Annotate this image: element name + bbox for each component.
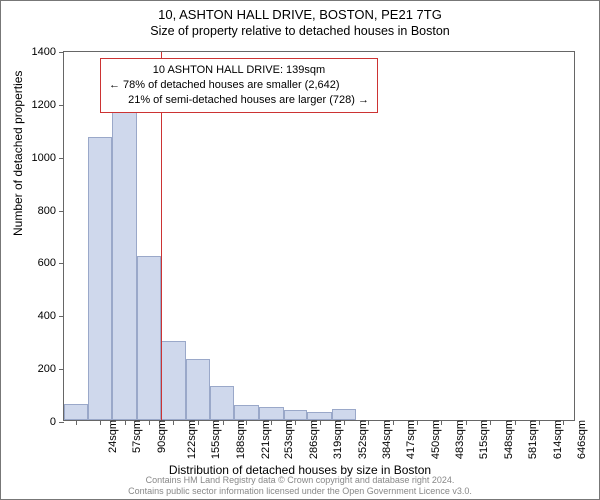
y-tick-label: 1000 [16, 152, 56, 164]
y-tick-mark [59, 369, 64, 370]
x-tick-label: 188sqm [235, 420, 247, 459]
histogram-bar [284, 410, 308, 420]
footer-line2: Contains public sector information licen… [1, 486, 599, 497]
x-tick-mark [539, 420, 540, 425]
x-tick-mark [100, 420, 101, 425]
y-tick-mark [59, 158, 64, 159]
y-tick-mark [59, 422, 64, 423]
y-tick-label: 1400 [16, 46, 56, 58]
x-tick-mark [246, 420, 247, 425]
x-tick-mark [223, 420, 224, 425]
x-tick-label: 286sqm [308, 420, 320, 459]
annotation-line: ← 78% of detached houses are smaller (2,… [109, 78, 369, 93]
x-tick-label: 24sqm [107, 420, 119, 453]
x-tick-mark [368, 420, 369, 425]
x-tick-mark [173, 420, 174, 425]
footer-line1: Contains HM Land Registry data © Crown c… [1, 475, 599, 486]
x-tick-label: 548sqm [503, 420, 515, 459]
x-tick-label: 483sqm [455, 420, 467, 459]
y-tick-label: 0 [16, 416, 56, 428]
x-tick-mark [515, 420, 516, 425]
histogram-bar [234, 405, 259, 420]
footer-attribution: Contains HM Land Registry data © Crown c… [1, 475, 599, 497]
x-tick-label: 646sqm [576, 420, 588, 459]
chart-title-line2: Size of property relative to detached ho… [1, 22, 599, 38]
x-tick-mark [271, 420, 272, 425]
x-tick-mark [320, 420, 321, 425]
x-tick-mark [417, 420, 418, 425]
annotation-line: 10 ASHTON HALL DRIVE: 139sqm [109, 63, 369, 78]
histogram-bar [332, 409, 357, 420]
figure-frame: 10, ASHTON HALL DRIVE, BOSTON, PE21 7TG … [0, 0, 600, 500]
x-tick-mark [393, 420, 394, 425]
annotation-box: 10 ASHTON HALL DRIVE: 139sqm← 78% of det… [100, 58, 378, 113]
x-tick-label: 319sqm [333, 420, 345, 459]
y-tick-mark [59, 263, 64, 264]
histogram-bar [88, 137, 113, 420]
x-tick-mark [563, 420, 564, 425]
x-tick-mark [490, 420, 491, 425]
histogram-bar [259, 407, 284, 420]
x-tick-label: 417sqm [406, 420, 418, 459]
x-tick-mark [466, 420, 467, 425]
x-tick-label: 581sqm [528, 420, 540, 459]
histogram-bar [161, 341, 186, 420]
histogram-bar [307, 412, 332, 420]
histogram-bar [210, 386, 235, 420]
plot-area-wrapper: 020040060080010001200140024sqm57sqm90sqm… [63, 51, 575, 421]
x-tick-label: 90sqm [156, 420, 168, 453]
x-tick-mark [149, 420, 150, 425]
y-tick-mark [59, 105, 64, 106]
x-tick-mark [441, 420, 442, 425]
y-tick-label: 800 [16, 205, 56, 217]
histogram-bar [137, 256, 162, 420]
x-tick-mark [295, 420, 296, 425]
x-tick-label: 352sqm [357, 420, 369, 459]
x-tick-label: 384sqm [381, 420, 393, 459]
x-tick-label: 155sqm [211, 420, 223, 459]
x-tick-mark [344, 420, 345, 425]
x-tick-label: 515sqm [478, 420, 490, 459]
y-tick-mark [59, 52, 64, 53]
x-tick-mark [76, 420, 77, 425]
y-tick-label: 600 [16, 257, 56, 269]
x-tick-label: 450sqm [430, 420, 442, 459]
chart-title-line1: 10, ASHTON HALL DRIVE, BOSTON, PE21 7TG [1, 1, 599, 22]
histogram-bar [64, 404, 88, 420]
x-tick-label: 221sqm [260, 420, 272, 459]
x-tick-label: 614sqm [552, 420, 564, 459]
plot-area: 020040060080010001200140024sqm57sqm90sqm… [63, 51, 575, 421]
histogram-bar [112, 111, 137, 420]
x-tick-label: 122sqm [186, 420, 198, 459]
x-tick-mark [198, 420, 199, 425]
annotation-line: 21% of semi-detached houses are larger (… [109, 93, 369, 108]
x-tick-label: 253sqm [283, 420, 295, 459]
x-tick-mark [125, 420, 126, 425]
y-tick-label: 400 [16, 310, 56, 322]
y-tick-label: 1200 [16, 99, 56, 111]
y-tick-label: 200 [16, 363, 56, 375]
y-tick-mark [59, 316, 64, 317]
histogram-bar [186, 359, 210, 420]
x-tick-label: 57sqm [131, 420, 143, 453]
y-tick-mark [59, 211, 64, 212]
